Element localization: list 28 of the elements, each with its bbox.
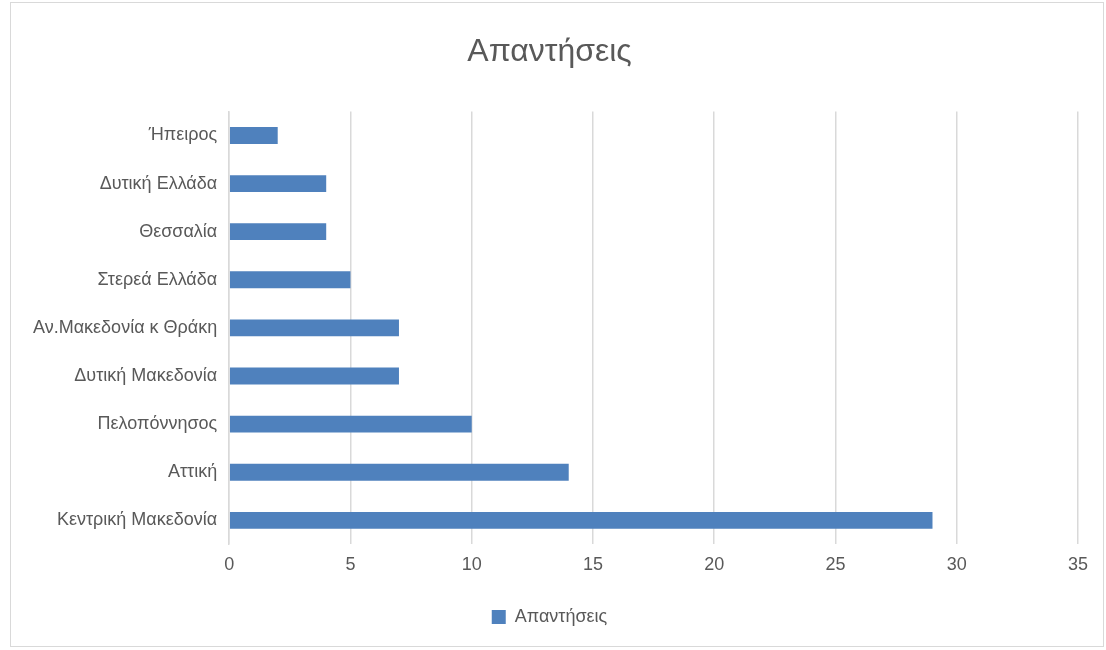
bar bbox=[229, 367, 399, 385]
x-tick-label: 25 bbox=[825, 554, 846, 575]
x-tick-label: 10 bbox=[461, 554, 482, 575]
x-tick-label: 30 bbox=[946, 554, 967, 575]
bar bbox=[229, 127, 278, 144]
y-tick-label: Ήπειρος bbox=[147, 124, 218, 145]
y-tick-label: Δυτική Μακεδονία bbox=[74, 364, 218, 385]
bar bbox=[229, 175, 327, 192]
y-tick-label: Αττική bbox=[167, 461, 218, 482]
y-tick-label: Αν.Μακεδονία κ Θράκη bbox=[33, 316, 218, 337]
chart-title: Απαντήσεις bbox=[467, 32, 632, 69]
bar bbox=[229, 319, 399, 337]
x-tick-label: 15 bbox=[582, 554, 603, 575]
y-tick-label: Θεσσαλία bbox=[139, 220, 218, 241]
y-tick-label: Στερεά Ελλάδα bbox=[97, 268, 218, 289]
x-tick-label: 5 bbox=[345, 554, 356, 575]
bar bbox=[229, 511, 933, 529]
bar bbox=[229, 223, 327, 241]
bar bbox=[229, 415, 472, 433]
y-tick-label: Πελοπόννησος bbox=[97, 413, 218, 434]
x-tick-label: 0 bbox=[224, 554, 235, 575]
x-tick-label: 20 bbox=[704, 554, 725, 575]
bar bbox=[229, 271, 351, 289]
x-tick-label: 35 bbox=[1067, 554, 1089, 575]
legend-label: Απαντήσεις bbox=[514, 605, 608, 626]
bar bbox=[229, 463, 569, 481]
y-tick-label: Δυτική Ελλάδα bbox=[99, 172, 218, 193]
y-tick-label: Κεντρική Μακεδονία bbox=[56, 509, 218, 530]
